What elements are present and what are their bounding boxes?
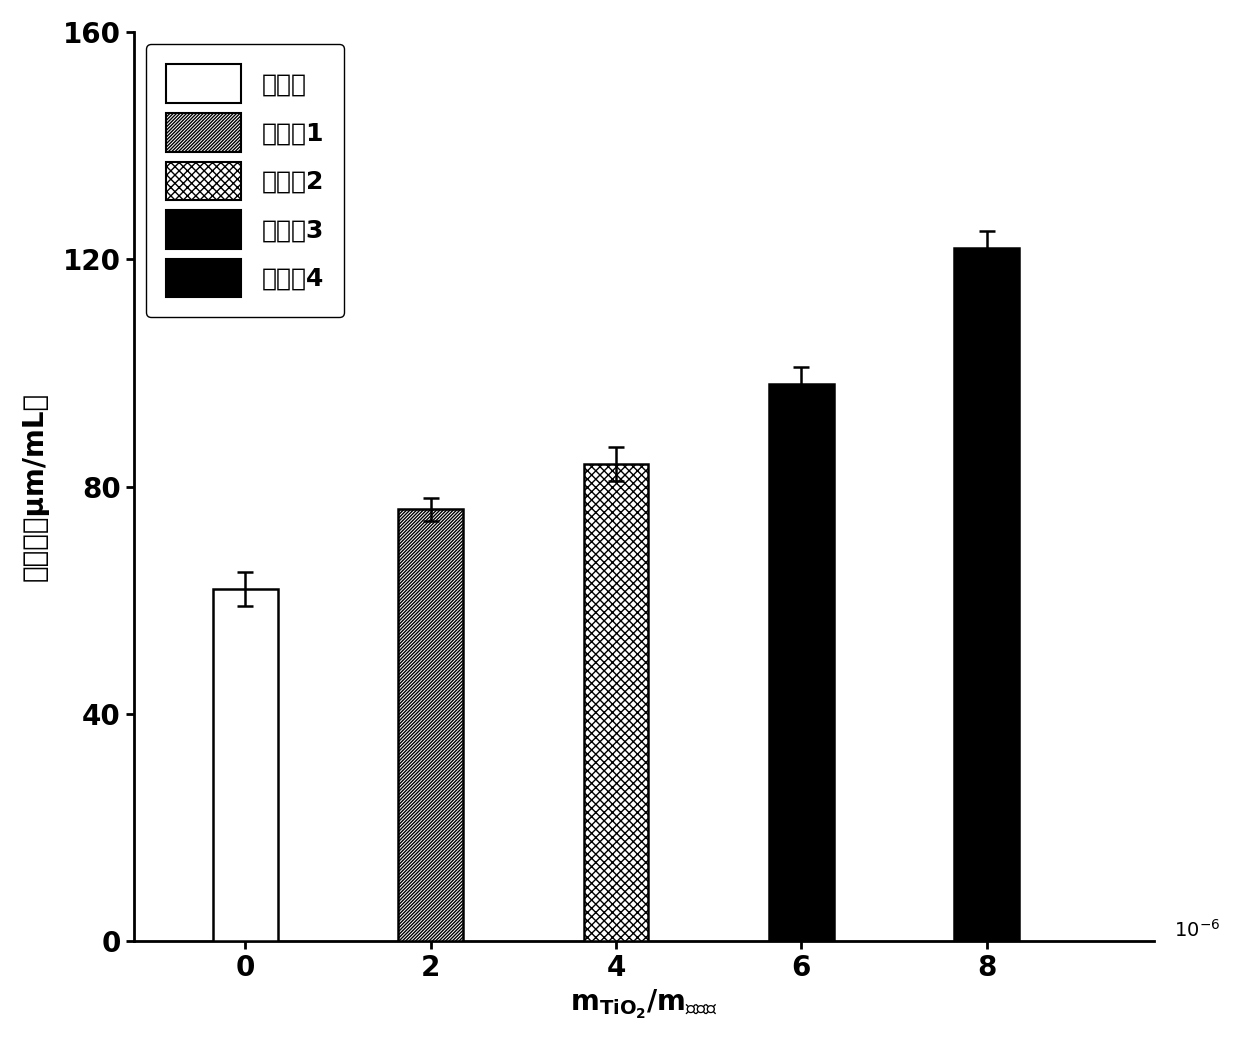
Text: $10^{-6}$: $10^{-6}$ <box>1174 919 1220 941</box>
Bar <box>955 248 1019 941</box>
Bar <box>769 384 833 941</box>
Y-axis label: 产氧率（μm/mL）: 产氧率（μm/mL） <box>21 392 48 581</box>
Bar <box>584 464 649 941</box>
Bar <box>213 589 278 941</box>
Legend: 对比例, 实施例1, 实施例2, 实施例3, 实施例4: 对比例, 实施例1, 实施例2, 实施例3, 实施例4 <box>146 45 343 318</box>
X-axis label: $\mathbf{m_{TiO_2}/m_{叶绿体}}$: $\mathbf{m_{TiO_2}/m_{叶绿体}}$ <box>570 988 718 1021</box>
Bar <box>398 510 463 941</box>
